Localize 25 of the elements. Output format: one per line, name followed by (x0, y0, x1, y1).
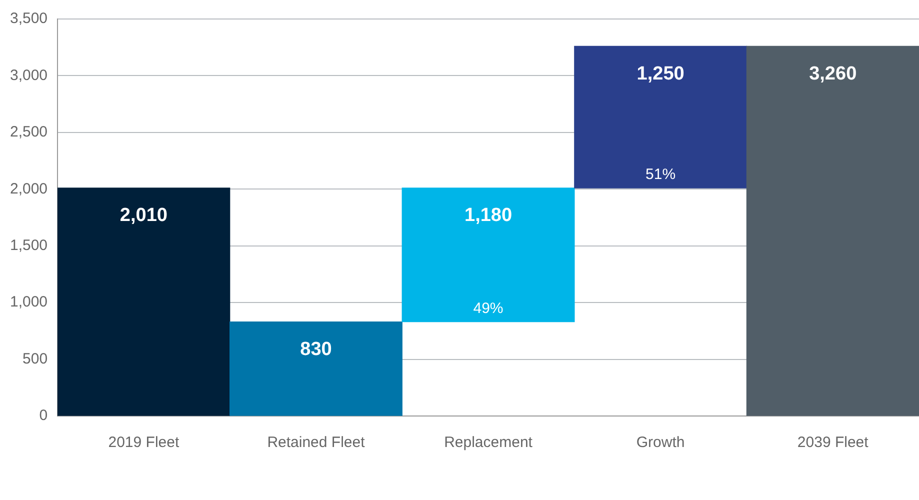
y-tick-label: 1,000 (10, 294, 48, 311)
x-tick-label: Replacement (444, 434, 534, 452)
bar (402, 188, 575, 322)
bar (230, 322, 402, 416)
data-label: 1,250 (636, 63, 684, 84)
x-tick-label: 2039 Fleet (797, 434, 870, 452)
data-label: 1,180 (464, 205, 512, 226)
data-label: 2,010 (120, 205, 168, 226)
y-tick-label: 3,500 (10, 10, 48, 28)
x-tick-label: Growth (636, 434, 685, 452)
data-label: 830 (300, 339, 332, 360)
bar (574, 46, 748, 188)
x-tick-label: Retained Fleet (267, 434, 366, 452)
annotation: 49% (473, 300, 504, 317)
x-tick-label: 2019 Fleet (108, 434, 180, 452)
y-tick-label: 0 (39, 407, 48, 424)
y-tick-label: 1,500 (10, 237, 48, 254)
annotation: 51% (646, 166, 676, 184)
bar (746, 46, 919, 416)
y-tick-label: 2,500 (10, 124, 48, 141)
bar (58, 188, 230, 416)
data-label: 3,260 (809, 63, 857, 84)
y-tick-label: 2,000 (10, 180, 48, 198)
y-tick-label: 3,000 (10, 66, 48, 84)
y-tick-label: 500 (22, 350, 48, 368)
